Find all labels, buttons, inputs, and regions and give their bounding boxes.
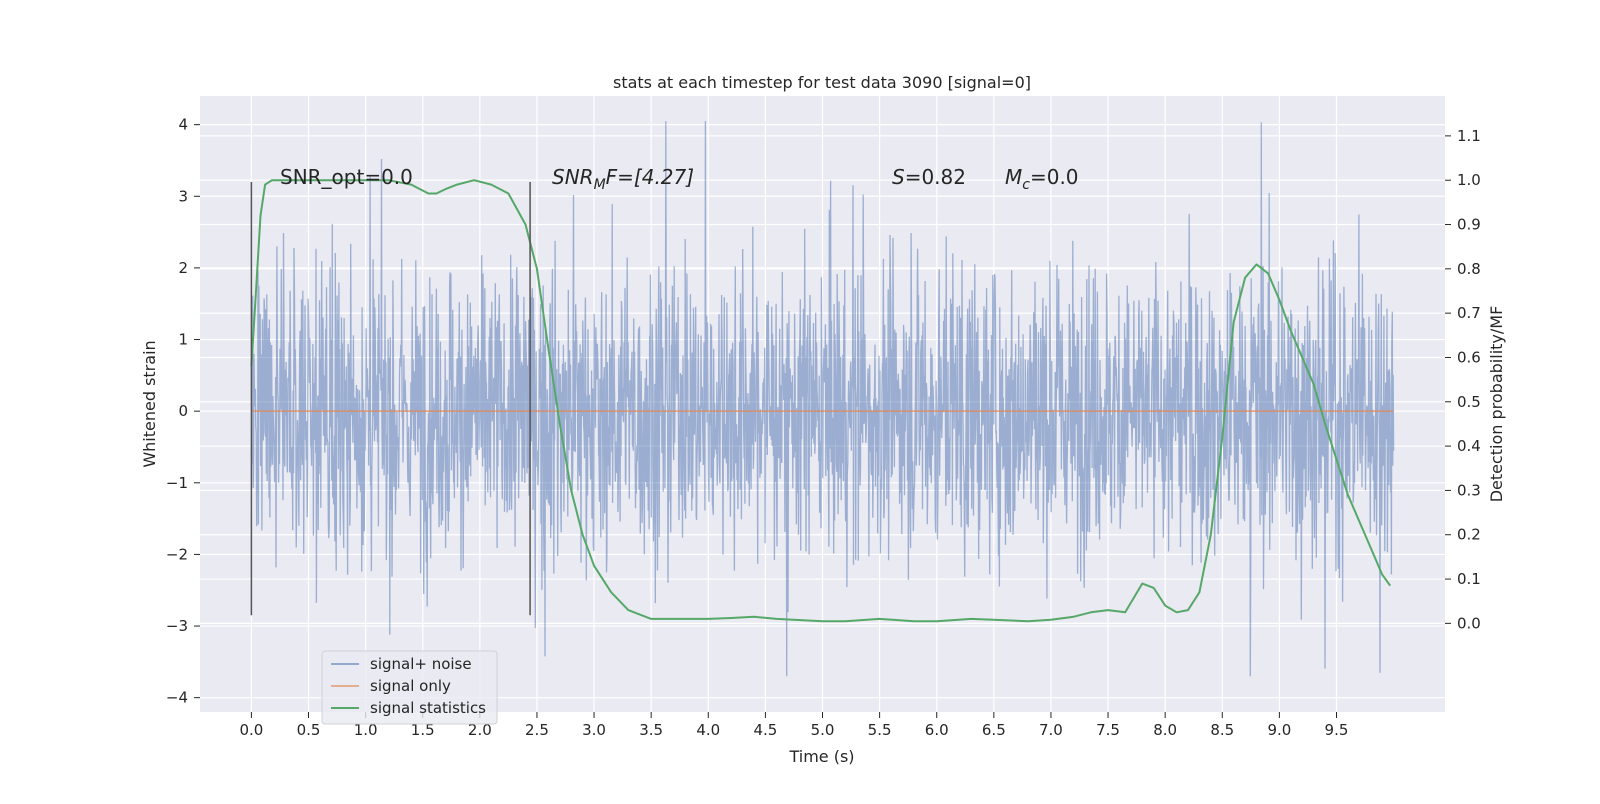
legend-label-statistics: signal statistics [370, 699, 486, 717]
y-left-tick-label: 3 [178, 187, 188, 205]
series-signal-noise [250, 121, 1395, 677]
y-left-tick-label: −1 [166, 474, 188, 492]
y-left-tick-label: −3 [166, 617, 188, 635]
y-left-tick-label: 0 [178, 402, 188, 420]
x-tick-label: 2.0 [468, 721, 492, 739]
noise-layer [250, 121, 1395, 677]
y-left-tick-label: 1 [178, 331, 188, 349]
x-axis-label: Time (s) [788, 747, 854, 766]
x-tick-label: 6.5 [982, 721, 1006, 739]
y-right-tick-label: 0.2 [1457, 526, 1481, 544]
x-tick-label: 4.5 [753, 721, 777, 739]
legend-label-noise: signal+ noise [370, 655, 472, 673]
x-tick-label: 4.0 [696, 721, 720, 739]
x-tick-label: 1.0 [354, 721, 378, 739]
y-right-tick-label: 0.0 [1457, 614, 1481, 632]
x-tick-label: 3.5 [639, 721, 663, 739]
y-right-tick-label: 0.4 [1457, 437, 1481, 455]
y-right-tick-label: 0.7 [1457, 304, 1481, 322]
y-right-tick-label: 0.3 [1457, 481, 1481, 499]
x-tick-label: 9.0 [1267, 721, 1291, 739]
y-left-tick-label: −2 [166, 545, 188, 563]
y-right-tick-label: 0.6 [1457, 348, 1481, 366]
x-tick-label: 7.0 [1039, 721, 1063, 739]
annotation-snr-mf: SNRMF=[4.27] [552, 165, 694, 193]
y-axis-label-left: Whitened strain [140, 340, 159, 467]
chart-title: stats at each timestep for test data 309… [613, 73, 1031, 92]
legend-label-signal: signal only [370, 677, 451, 695]
legend-box [321, 650, 498, 725]
y-right-tick-label: 1.1 [1457, 127, 1481, 145]
annotation-s: S=0.82 [892, 165, 966, 189]
y-right-tick-label: 0.5 [1457, 393, 1481, 411]
tick-layer: 0.0 0.5 1.0 1.5 2.0 2.5 3.0 3.5 4.0 4.5 5.0 5.5 6.0 6… [166, 116, 1481, 739]
x-tick-label: 5.0 [811, 721, 835, 739]
y-left-tick-label: −4 [166, 689, 188, 707]
annotation-snr-opt: SNR_opt=0.0 [280, 165, 413, 189]
y-right-tick-label: 1.0 [1457, 171, 1481, 189]
x-tick-label: 3.0 [582, 721, 606, 739]
x-tick-label: 5.5 [868, 721, 892, 739]
x-tick-label: 8.5 [1210, 721, 1234, 739]
x-tick-label: 1.5 [411, 721, 435, 739]
legend: signal+ noise signal only signal statist… [321, 650, 498, 725]
y-left-tick-label: 4 [178, 116, 188, 134]
x-tick-label: 6.0 [925, 721, 949, 739]
annotation-mc: Mc=0.0 [1005, 165, 1079, 193]
y-right-tick-label: 0.8 [1457, 260, 1481, 278]
x-tick-label: 2.5 [525, 721, 549, 739]
series-signal-statistics [250, 179, 1392, 623]
y-right-tick-label: 0.9 [1457, 216, 1481, 234]
x-tick-label: 0.5 [297, 721, 321, 739]
y-right-tick-label: 0.1 [1457, 570, 1481, 588]
x-tick-label: 9.5 [1325, 721, 1349, 739]
x-tick-label: 8.0 [1153, 721, 1177, 739]
x-tick-label: 0.0 [239, 721, 263, 739]
y-axis-label-right: Detection probability/MF [1487, 306, 1506, 503]
series-layer [250, 179, 1394, 623]
x-tick-label: 7.5 [1096, 721, 1120, 739]
y-left-tick-label: 2 [178, 259, 188, 277]
vertical-lines [250, 181, 531, 616]
